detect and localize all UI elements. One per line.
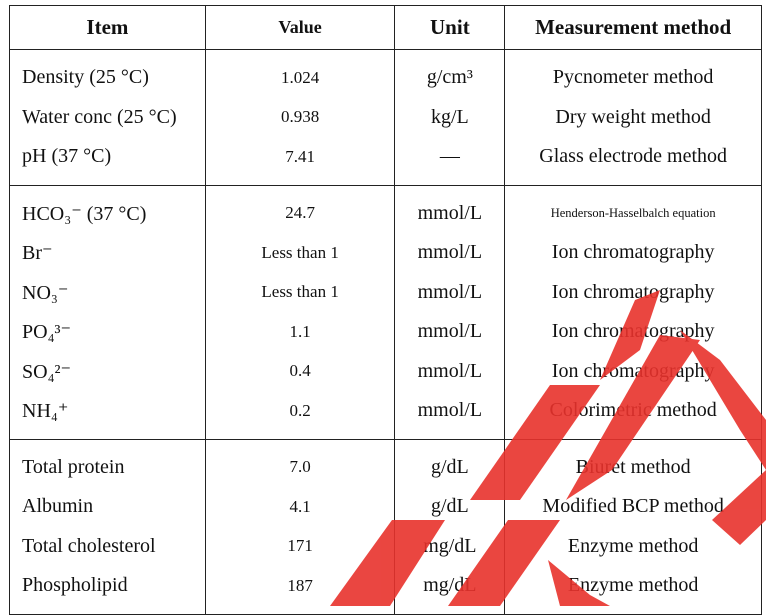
value-cell: 1.024 — [204, 49, 396, 98]
table-row: NO₃⁻ Less than 1 mmol/L Ion chromatograp… — [9, 272, 762, 312]
table-row: PO₄³⁻ 1.1 mmol/L Ion chromatography — [9, 312, 762, 352]
method-cell: Enzyme method — [504, 526, 762, 566]
method-cell: Dry weight method — [504, 97, 762, 137]
value-cell: 187 — [204, 566, 396, 615]
table-row: Density (25 °C) 1.024 g/cm³ Pycnometer m… — [9, 49, 762, 98]
table-row: Total protein 7.0 g/dL Biuret method — [9, 439, 762, 487]
table-row: NH₄⁺ 0.2 mmol/L Colorimetric method — [9, 391, 762, 439]
method-cell: Glass electrode method — [504, 137, 762, 185]
unit-cell: kg/L — [394, 97, 506, 137]
unit-cell: mmol/L — [394, 391, 506, 439]
method-cell: Ion chromatography — [504, 312, 762, 352]
value-cell: 0.2 — [204, 391, 396, 439]
table-row: pH (37 °C) 7.41 — Glass electrode method — [9, 137, 762, 185]
method-cell: Ion chromatography — [504, 233, 762, 273]
value-cell: 0.938 — [204, 97, 396, 137]
header-value: Value — [204, 5, 396, 50]
table-row: Water conc (25 °C) 0.938 kg/L Dry weight… — [9, 97, 762, 137]
unit-cell: mmol/L — [394, 351, 506, 391]
unit-cell: g/dL — [394, 487, 506, 527]
physical-properties-group: Density (25 °C) 1.024 g/cm³ Pycnometer m… — [9, 49, 762, 185]
value-cell: Less than 1 — [204, 233, 396, 273]
item-cell: Total protein — [9, 439, 206, 487]
item-cell: Br⁻ — [9, 233, 206, 273]
table-row: Albumin 4.1 g/dL Modified BCP method — [9, 487, 762, 527]
unit-cell: mmol/L — [394, 312, 506, 352]
value-cell: 1.1 — [204, 312, 396, 352]
item-cell: Phospholipid — [9, 566, 206, 615]
unit-cell: mg/dL — [394, 526, 506, 566]
method-cell: Modified BCP method — [504, 487, 762, 527]
unit-cell: mg/dL — [394, 566, 506, 615]
item-cell: SO₄²⁻ — [9, 351, 206, 391]
item-cell: NO₃⁻ — [9, 272, 206, 312]
method-cell: Ion chromatography — [504, 351, 762, 391]
unit-cell: mmol/L — [394, 233, 506, 273]
value-cell: 7.0 — [204, 439, 396, 487]
header-row: Item Value Unit Measurement method — [9, 5, 762, 50]
table-row: Total cholesterol 171 mg/dL Enzyme metho… — [9, 526, 762, 566]
lipids-proteins-group: Total protein 7.0 g/dL Biuret method Alb… — [9, 439, 762, 615]
unit-cell: mmol/L — [394, 272, 506, 312]
value-cell: 4.1 — [204, 487, 396, 527]
item-cell: Density (25 °C) — [9, 49, 206, 98]
header-method: Measurement method — [504, 5, 762, 50]
item-cell: Albumin — [9, 487, 206, 527]
measurement-table: Item Value Unit Measurement method Densi… — [9, 5, 762, 615]
value-cell: Less than 1 — [204, 272, 396, 312]
value-cell: 24.7 — [204, 185, 396, 233]
method-cell: Pycnometer method — [504, 49, 762, 98]
item-cell: NH₄⁺ — [9, 391, 206, 439]
unit-cell: — — [394, 137, 506, 185]
header-unit: Unit — [394, 5, 506, 50]
value-cell: 7.41 — [204, 137, 396, 185]
ions-group: HCO₃⁻ (37 °C) 24.7 mmol/L Henderson-Hass… — [9, 185, 762, 439]
method-cell: Henderson-Hasselbalch equation — [504, 185, 762, 233]
unit-cell: g/cm³ — [394, 49, 506, 98]
item-cell: HCO₃⁻ (37 °C) — [9, 185, 206, 233]
value-cell: 0.4 — [204, 351, 396, 391]
method-cell: Biuret method — [504, 439, 762, 487]
header-item: Item — [9, 5, 206, 50]
value-cell: 171 — [204, 526, 396, 566]
table-row: SO₄²⁻ 0.4 mmol/L Ion chromatography — [9, 351, 762, 391]
item-cell: PO₄³⁻ — [9, 312, 206, 352]
table-row: Phospholipid 187 mg/dL Enzyme method — [9, 566, 762, 615]
method-cell: Colorimetric method — [504, 391, 762, 439]
item-cell: Total cholesterol — [9, 526, 206, 566]
method-cell: Enzyme method — [504, 566, 762, 615]
item-cell: pH (37 °C) — [9, 137, 206, 185]
method-cell: Ion chromatography — [504, 272, 762, 312]
table-row: HCO₃⁻ (37 °C) 24.7 mmol/L Henderson-Hass… — [9, 185, 762, 233]
unit-cell: mmol/L — [394, 185, 506, 233]
unit-cell: g/dL — [394, 439, 506, 487]
item-cell: Water conc (25 °C) — [9, 97, 206, 137]
table-row: Br⁻ Less than 1 mmol/L Ion chromatograph… — [9, 233, 762, 273]
